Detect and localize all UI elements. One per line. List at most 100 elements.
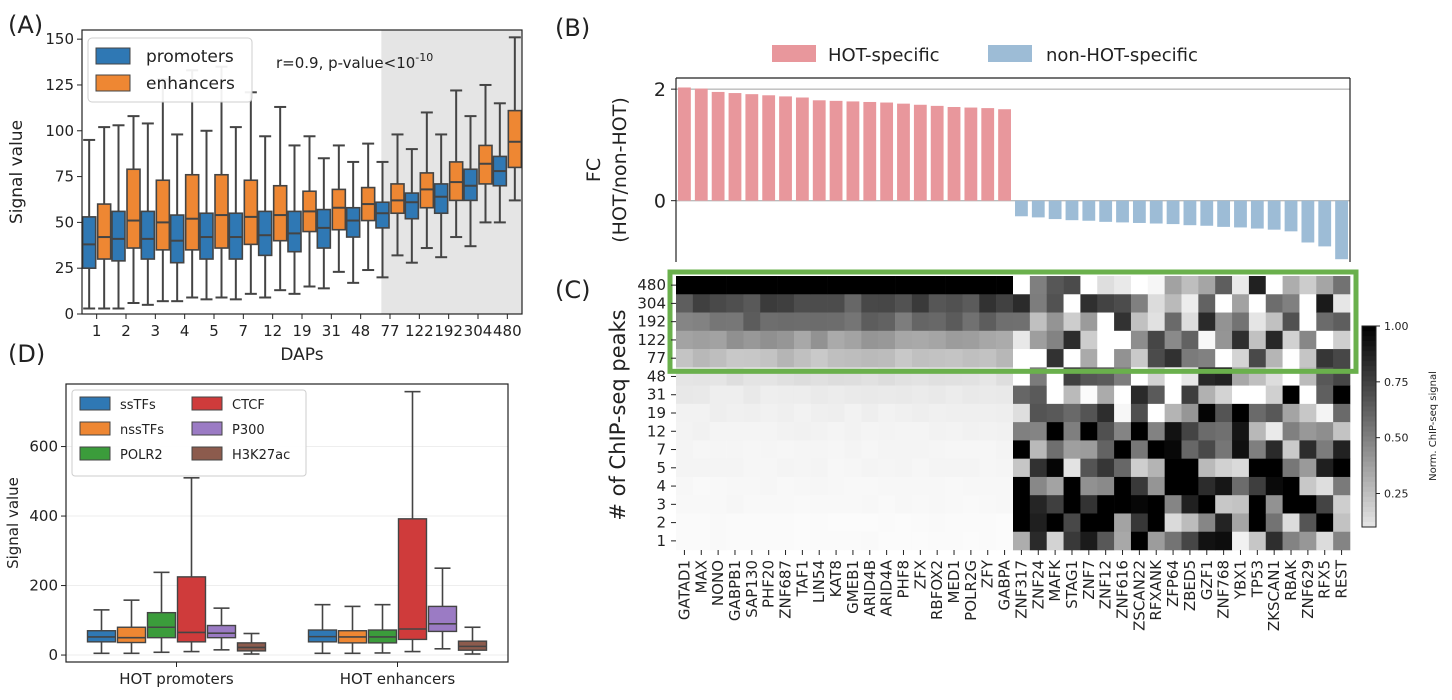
heatmap-cell xyxy=(1333,440,1350,459)
heatmap-cell xyxy=(962,294,979,313)
heatmap-cell xyxy=(1266,495,1283,514)
heatmap-cell xyxy=(1283,294,1300,313)
heatmap-cell xyxy=(845,404,862,423)
heatmap-cell xyxy=(878,294,895,313)
heatmap-cell xyxy=(1097,459,1114,478)
heatmap-cell xyxy=(1232,440,1249,459)
heatmap-cell xyxy=(861,313,878,332)
bar-ZFX xyxy=(914,105,927,201)
heatmap-cell xyxy=(878,422,895,441)
y-tick-label: 100 xyxy=(45,122,74,140)
heatmap-cell xyxy=(727,495,744,514)
colorbar-segment xyxy=(1362,411,1376,417)
heatmap-cell xyxy=(979,440,996,459)
heatmap-cell xyxy=(912,532,929,551)
heatmap-cell xyxy=(1316,513,1333,532)
heatmap-cell xyxy=(1064,422,1081,441)
heatmap-cell xyxy=(1013,313,1030,332)
heatmap-cell xyxy=(1080,313,1097,332)
heatmap-cell xyxy=(760,513,777,532)
heatmap-cell xyxy=(760,495,777,514)
col-label-MED1: MED1 xyxy=(945,560,963,604)
heatmap-cell xyxy=(693,440,710,459)
heatmap-cell xyxy=(1064,459,1081,478)
heatmap-cell xyxy=(1131,331,1148,350)
heatmap-cell xyxy=(1064,495,1081,514)
bar-GZF1 xyxy=(1200,201,1213,226)
heatmap-cell xyxy=(1316,386,1333,405)
heatmap-cell xyxy=(979,495,996,514)
heatmap-cell xyxy=(1030,422,1047,441)
heatmap-cell xyxy=(1165,459,1182,478)
heatmap-cell xyxy=(1198,477,1215,496)
heatmap-cell xyxy=(1333,349,1350,368)
heatmap-cell xyxy=(760,477,777,496)
heatmap-cell xyxy=(1215,477,1232,496)
legend-label-P300: P300 xyxy=(232,423,265,438)
heatmap-cell xyxy=(676,459,693,478)
heatmap-cell xyxy=(727,477,744,496)
y-axis-label-line1: FC xyxy=(583,158,605,182)
bar-TAF1 xyxy=(796,98,809,201)
heatmap-cell xyxy=(1249,532,1266,551)
heatmap-cell xyxy=(811,276,828,295)
heatmap-cell xyxy=(895,386,912,405)
heatmap-cell xyxy=(845,513,862,532)
heatmap-cell xyxy=(727,513,744,532)
heatmap-cell xyxy=(845,276,862,295)
heatmap-cell xyxy=(811,313,828,332)
heatmap-cell xyxy=(1047,513,1064,532)
legend-swatch-non-hot xyxy=(988,45,1032,62)
heatmap-cell xyxy=(996,440,1013,459)
heatmap-cell xyxy=(710,422,727,441)
heatmap-cell xyxy=(760,276,777,295)
col-label-YBX1: YBX1 xyxy=(1231,560,1249,600)
heatmap-cell xyxy=(727,459,744,478)
heatmap-cell xyxy=(693,422,710,441)
heatmap-cell xyxy=(1165,294,1182,313)
heatmap-cell xyxy=(1198,349,1215,368)
heatmap-cell xyxy=(1114,404,1131,423)
heatmap-cell xyxy=(929,313,946,332)
heatmap-cell xyxy=(1232,349,1249,368)
box-promoters xyxy=(405,193,418,219)
heatmap-cell xyxy=(1299,349,1316,368)
heatmap-cell xyxy=(1114,477,1131,496)
colorbar-segment xyxy=(1362,326,1376,332)
heatmap-cell xyxy=(760,313,777,332)
colorbar-segment xyxy=(1362,416,1376,422)
y-tick-label: 50 xyxy=(55,213,74,231)
heatmap-cell xyxy=(1232,404,1249,423)
heatmap-cell xyxy=(693,532,710,551)
heatmap-cell xyxy=(1266,313,1283,332)
bar-YBX1 xyxy=(1234,201,1247,228)
box-enhancers xyxy=(127,169,140,248)
heatmap-cell xyxy=(777,422,794,441)
heatmap-cell xyxy=(693,513,710,532)
col-label-LIN54: LIN54 xyxy=(810,560,828,603)
heatmap-cell xyxy=(878,349,895,368)
heatmap-cell xyxy=(861,276,878,295)
row-label: 4 xyxy=(656,477,666,495)
colorbar-tick-label: 0.50 xyxy=(1384,432,1409,445)
heatmap-cell xyxy=(1249,459,1266,478)
row-label: 31 xyxy=(647,386,666,404)
row-label: 12 xyxy=(647,422,666,440)
heatmap-cell xyxy=(1131,313,1148,332)
heatmap-cell xyxy=(1013,495,1030,514)
heatmap-cell xyxy=(861,404,878,423)
heatmap-cell xyxy=(1013,532,1030,551)
heatmap-cell xyxy=(1097,513,1114,532)
heatmap-cell xyxy=(1283,532,1300,551)
heatmap-cell xyxy=(1165,331,1182,350)
heatmap-cell xyxy=(760,294,777,313)
heatmap-cell xyxy=(1232,313,1249,332)
colorbar-segment xyxy=(1362,381,1376,387)
heatmap-cell xyxy=(1131,459,1148,478)
heatmap-cell xyxy=(895,294,912,313)
heatmap-cell xyxy=(760,440,777,459)
heatmap-cell xyxy=(1030,459,1047,478)
heatmap-cell xyxy=(828,513,845,532)
heatmap-cell xyxy=(1316,294,1333,313)
box-promoters xyxy=(112,211,125,260)
